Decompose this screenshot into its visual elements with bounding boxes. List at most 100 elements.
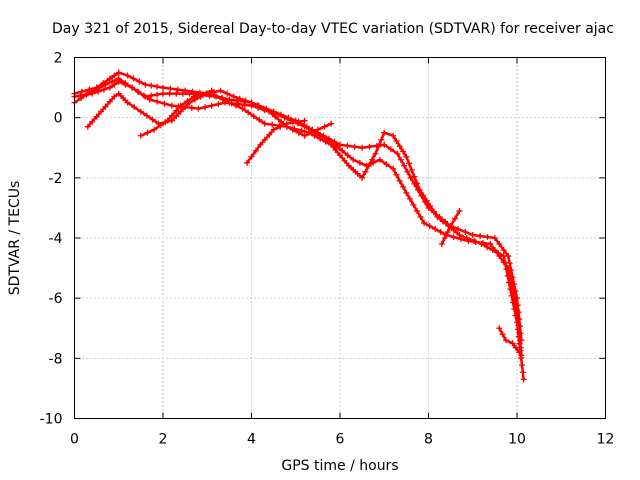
series-line [139, 89, 333, 137]
point-marker [109, 78, 116, 85]
point-marker [160, 84, 166, 91]
point-marker [137, 132, 144, 139]
point-marker [167, 85, 174, 92]
point-marker [122, 80, 129, 87]
point-marker [359, 144, 366, 151]
point-marker [90, 87, 97, 94]
point-marker [173, 90, 180, 97]
point-marker [245, 109, 252, 116]
point-marker [266, 131, 273, 138]
point-marker [514, 319, 520, 326]
point-marker [439, 218, 446, 225]
point-marker [400, 148, 407, 155]
point-marker [469, 231, 476, 238]
x-tick-label: 2 [159, 432, 168, 448]
point-marker [504, 272, 511, 279]
point-marker [295, 118, 302, 125]
point-marker [106, 75, 113, 82]
point-marker [301, 132, 308, 139]
data-series [71, 69, 527, 383]
point-marker [241, 101, 248, 108]
point-marker [106, 84, 113, 91]
point-marker [261, 120, 268, 127]
point-marker [131, 104, 138, 111]
point-marker [129, 84, 136, 91]
point-marker [502, 337, 509, 344]
point-marker [179, 90, 186, 97]
point-marker [111, 81, 118, 88]
point-marker [166, 90, 173, 97]
point-marker [269, 121, 276, 128]
point-marker [168, 112, 175, 119]
x-axis-label: GPS time / hours [281, 458, 398, 474]
point-marker [381, 129, 388, 136]
point-marker [339, 147, 346, 154]
point-marker [160, 90, 166, 97]
point-marker [387, 146, 394, 153]
point-marker [84, 90, 91, 97]
point-marker [366, 143, 373, 150]
point-marker [518, 354, 525, 361]
point-marker [477, 232, 484, 239]
point-marker [101, 86, 107, 93]
series-track-7 [496, 325, 523, 356]
point-marker [499, 331, 506, 338]
point-marker [219, 96, 226, 103]
point-marker [102, 81, 109, 88]
point-marker [256, 116, 263, 123]
point-marker [516, 340, 523, 347]
point-marker [168, 102, 175, 109]
point-marker [400, 183, 407, 190]
point-marker [444, 228, 451, 235]
point-marker [149, 116, 156, 123]
point-marker [478, 241, 485, 248]
point-marker [154, 91, 161, 98]
point-marker [447, 222, 454, 229]
point-marker [182, 104, 189, 111]
point-marker [239, 105, 246, 112]
point-marker [500, 247, 507, 254]
point-marker [332, 147, 339, 154]
point-marker [278, 118, 284, 125]
point-marker [500, 253, 507, 260]
point-marker [450, 233, 457, 240]
point-marker [151, 126, 158, 133]
point-marker [173, 107, 180, 114]
point-marker [311, 132, 318, 139]
series-track-8 [438, 207, 463, 248]
point-marker [190, 93, 197, 100]
point-marker [337, 152, 343, 159]
point-marker [510, 299, 517, 306]
grid [74, 57, 606, 419]
point-marker [437, 228, 444, 235]
point-marker [115, 75, 122, 82]
point-marker [215, 101, 222, 108]
point-marker [456, 207, 463, 214]
point-marker [102, 103, 109, 110]
point-marker [401, 162, 408, 169]
chart-title: Day 321 of 2015, Sidereal Day-to-day VTE… [52, 21, 614, 37]
point-marker [188, 104, 195, 111]
point-marker [489, 247, 496, 254]
point-marker [78, 95, 85, 102]
point-marker [514, 326, 521, 333]
point-marker [455, 225, 461, 232]
point-marker [463, 235, 470, 241]
point-marker [208, 102, 215, 109]
point-marker [144, 129, 151, 136]
point-marker [341, 157, 348, 164]
y-tick-label: -10 [40, 412, 63, 428]
point-marker [137, 108, 144, 115]
point-marker [115, 90, 122, 97]
point-marker [365, 162, 372, 169]
point-marker [161, 100, 168, 107]
point-marker [317, 135, 324, 142]
point-marker [420, 192, 427, 199]
point-marker [177, 102, 184, 109]
point-marker [135, 89, 142, 96]
point-marker [427, 203, 434, 210]
point-marker [244, 159, 251, 166]
y-tick-label: -8 [49, 351, 63, 367]
x-tick-label: 0 [70, 432, 79, 448]
point-marker [106, 98, 113, 105]
